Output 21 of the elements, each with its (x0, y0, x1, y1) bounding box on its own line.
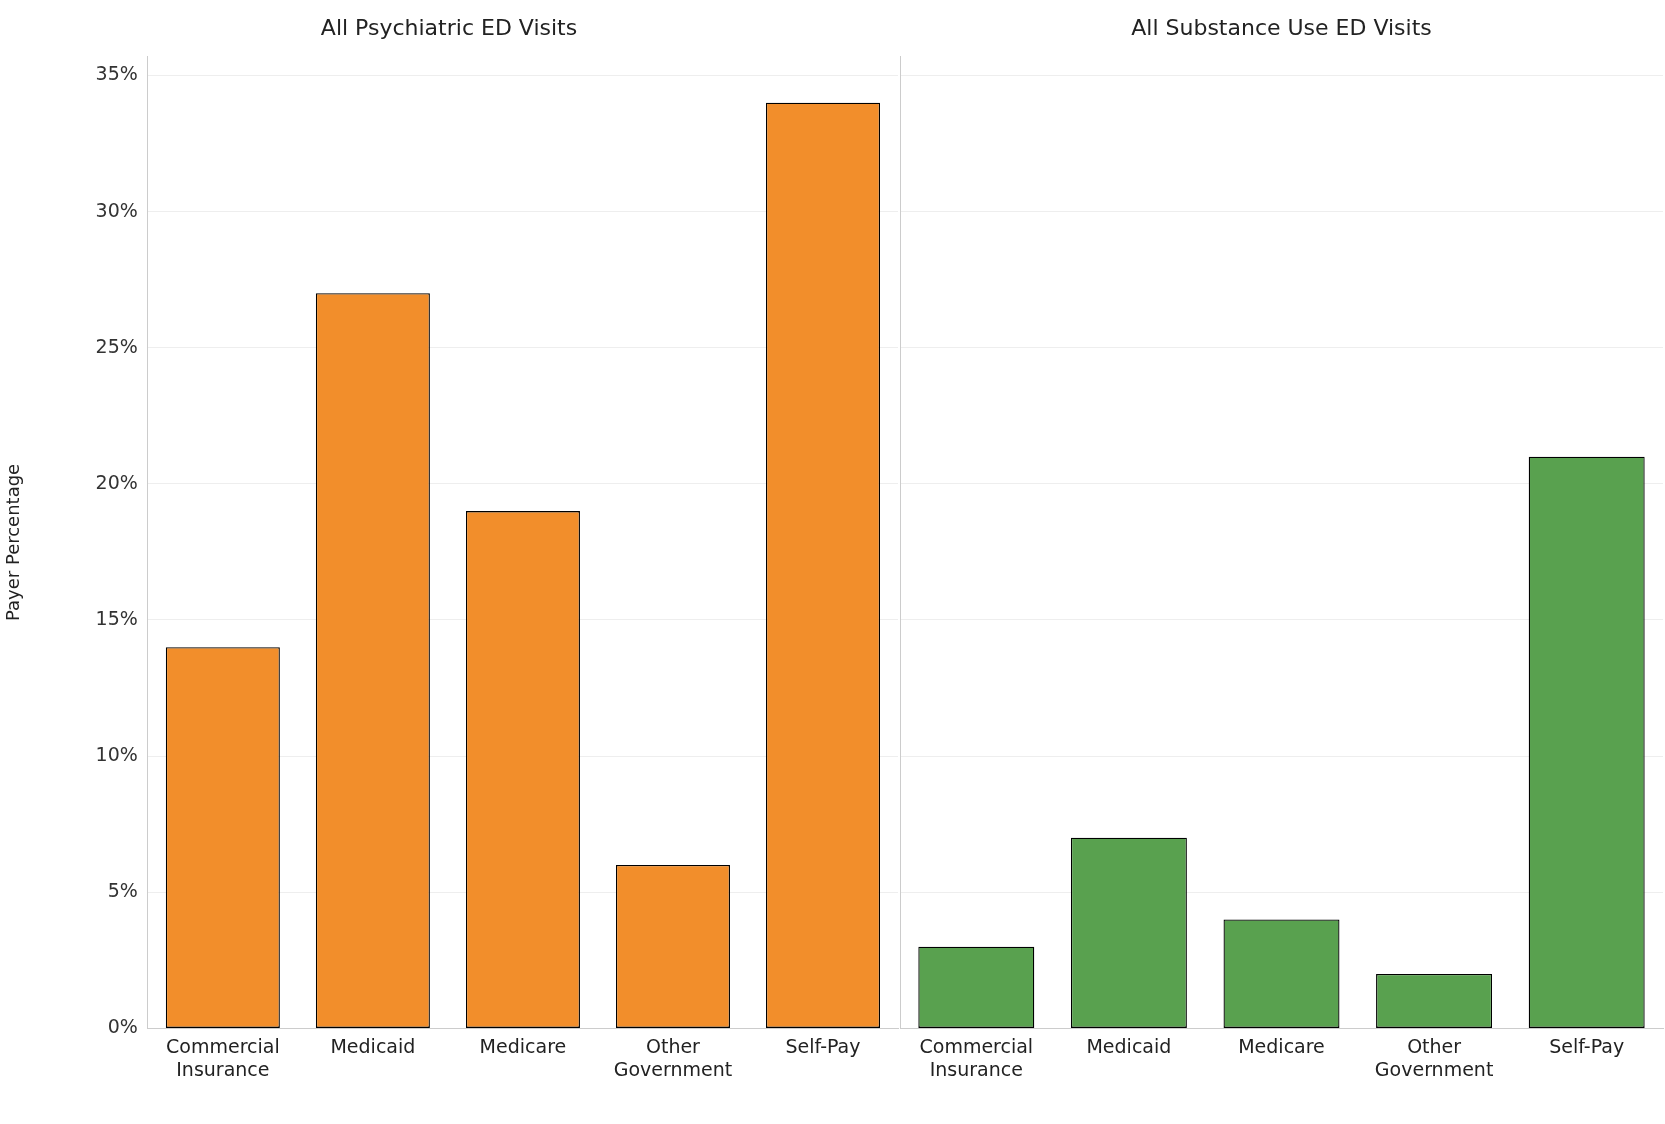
x-tick-label: Other Government (1374, 1034, 1494, 1080)
x-tick-label: Medicaid (330, 1034, 416, 1057)
y-tick-label: 25% (95, 334, 138, 357)
chart-title: All Psychiatric ED Visits (320, 14, 578, 40)
x-tick-label: Self-Pay (1549, 1034, 1625, 1057)
x-tick-label: Self-Pay (785, 1034, 861, 1057)
x-tick-label: Medicaid (1086, 1034, 1172, 1057)
y-tick-label: 5% (107, 879, 138, 902)
x-tick-label: Commercial Insurance (166, 1034, 280, 1080)
y-tick-label: 20% (95, 470, 138, 493)
y-tick-label: 15% (95, 606, 138, 629)
y-tick-label: 10% (95, 743, 138, 766)
y-tick-label: 30% (95, 198, 138, 221)
y-tick-label: 0% (107, 1015, 138, 1038)
y-axis-title: Payer Percentage (2, 463, 24, 621)
y-tick-label: 35% (95, 62, 138, 85)
chart-title: All Substance Use ED Visits (1131, 14, 1432, 40)
x-tick-label: Medicare (479, 1034, 567, 1057)
x-tick-label: Other Government (613, 1034, 733, 1080)
x-tick-label: Medicare (1238, 1034, 1325, 1057)
x-tick-label: Commercial Insurance (919, 1034, 1034, 1080)
